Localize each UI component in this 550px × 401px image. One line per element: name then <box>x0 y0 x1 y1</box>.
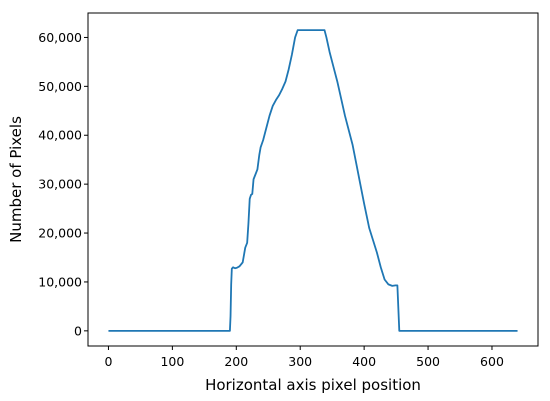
y-axis-title: Number of Pixels <box>7 116 25 243</box>
x-tick-label: 500 <box>416 354 440 369</box>
x-axis-title: Horizontal axis pixel position <box>205 376 421 394</box>
y-axis: 0 10,000 20,000 30,000 40,000 50,000 60,000 <box>38 30 88 338</box>
y-tick-label: 50,000 <box>38 79 82 94</box>
series-line <box>108 29 518 332</box>
x-tick-label: 300 <box>288 354 312 369</box>
x-axis: 0 100 200 300 400 500 600 <box>104 346 504 369</box>
x-tick-label: 200 <box>224 354 248 369</box>
x-tick-label: 0 <box>104 354 112 369</box>
y-tick-label: 20,000 <box>38 226 82 241</box>
x-tick-label: 100 <box>160 354 184 369</box>
y-tick-label: 30,000 <box>38 177 82 192</box>
x-tick-label: 600 <box>480 354 504 369</box>
x-tick-label: 400 <box>352 354 376 369</box>
y-tick-label: 10,000 <box>38 274 82 289</box>
plot-frame <box>87 12 539 347</box>
y-tick-label: 0 <box>74 323 82 338</box>
y-tick-label: 60,000 <box>38 30 82 45</box>
y-tick-label: 40,000 <box>38 128 82 143</box>
